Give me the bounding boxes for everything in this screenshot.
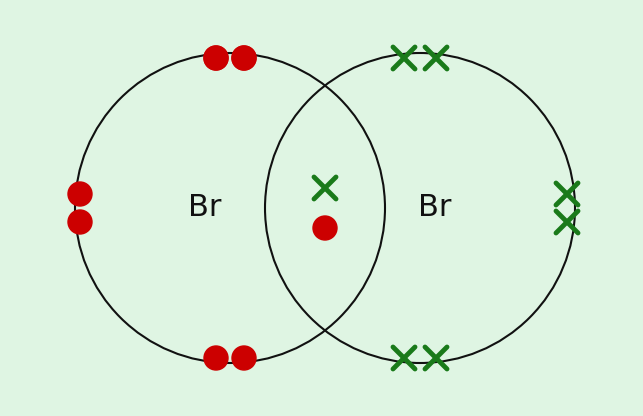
- Circle shape: [204, 46, 228, 70]
- Circle shape: [232, 346, 256, 370]
- Text: Br: Br: [418, 193, 452, 223]
- Text: Br: Br: [188, 193, 222, 223]
- Circle shape: [68, 210, 92, 234]
- Circle shape: [232, 46, 256, 70]
- Circle shape: [68, 182, 92, 206]
- Circle shape: [232, 46, 256, 70]
- Circle shape: [204, 346, 228, 370]
- Circle shape: [313, 216, 337, 240]
- Circle shape: [204, 46, 228, 70]
